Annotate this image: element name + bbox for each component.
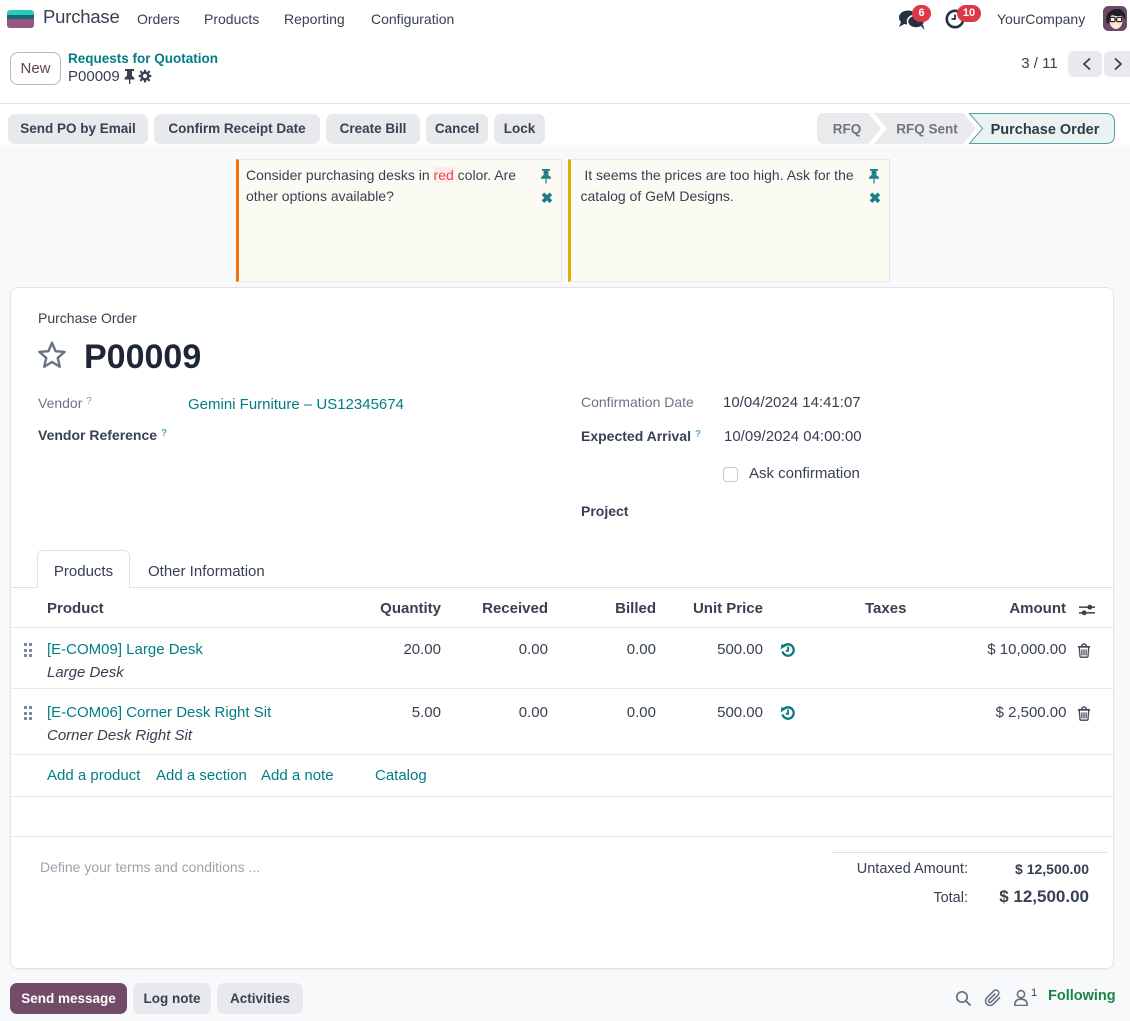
svg-text:RFQ Sent: RFQ Sent bbox=[896, 122, 958, 137]
svg-text:Purchase Order: Purchase Order bbox=[991, 122, 1100, 138]
svg-text:RFQ: RFQ bbox=[833, 122, 862, 137]
